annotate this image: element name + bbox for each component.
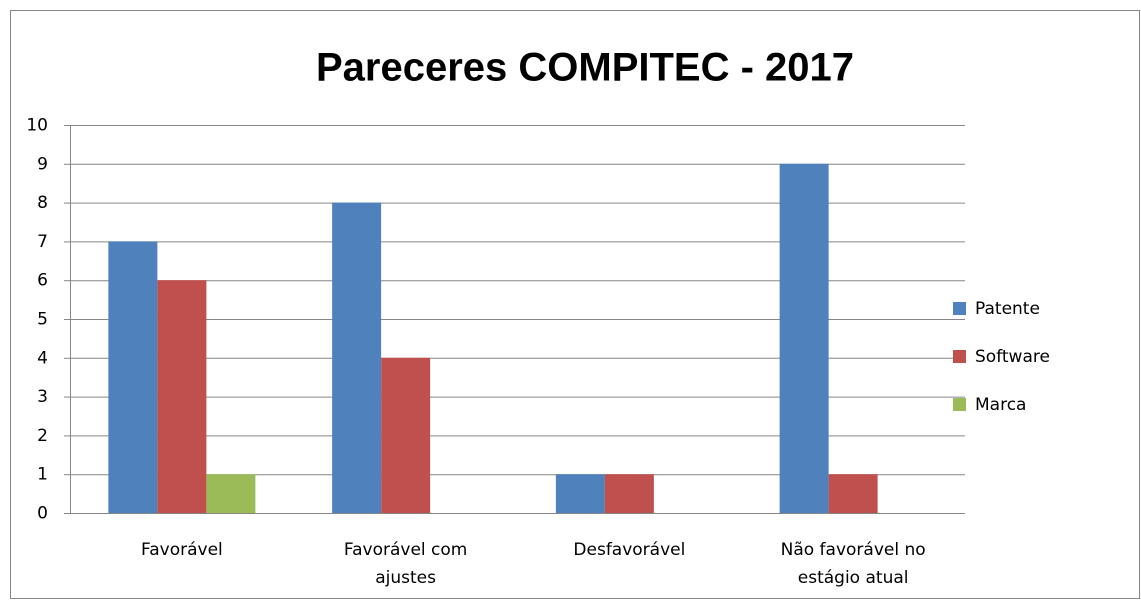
y-tick-label: 5 (37, 310, 48, 330)
y-tick-label: 9 (37, 154, 48, 174)
legend-label: Software (975, 347, 1050, 367)
y-tick-label: 3 (37, 387, 48, 407)
y-tick-label: 10 (26, 116, 48, 136)
bar (779, 163, 829, 514)
y-tick-label: 6 (37, 271, 48, 291)
bar (604, 474, 654, 513)
legend-swatch (953, 302, 966, 315)
y-tick-label: 4 (37, 348, 48, 368)
y-tick-label: 1 (37, 465, 48, 485)
legend-swatch (953, 350, 966, 363)
bar (381, 357, 431, 513)
chart-title: Pareceres COMPITEC - 2017 (316, 46, 854, 90)
y-tick-label: 7 (37, 232, 48, 252)
bar (828, 474, 878, 513)
bar (206, 474, 256, 513)
x-tick-label: Não favorável no estágio atual (781, 540, 926, 588)
y-tick-label: 8 (37, 193, 48, 213)
x-tick-label: Favorável com ajustes (344, 540, 467, 588)
bar (555, 474, 605, 513)
y-tick-label: 0 (37, 504, 48, 524)
x-tick-label: Desfavorável (573, 540, 685, 560)
bar (332, 202, 382, 513)
bar (108, 241, 158, 513)
x-tick-label: Favorável (141, 540, 223, 560)
y-tick-label: 2 (37, 426, 48, 446)
legend-label: Marca (975, 395, 1026, 415)
bar (157, 280, 207, 513)
legend-swatch (953, 398, 966, 411)
legend-label: Patente (975, 299, 1040, 319)
